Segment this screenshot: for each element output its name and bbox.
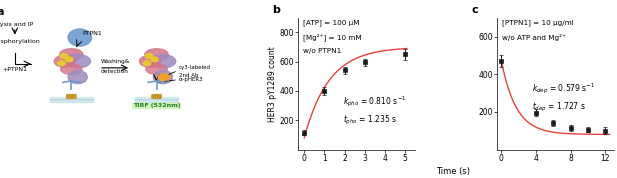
Ellipse shape — [146, 64, 167, 74]
Text: [PTPN1] = 10 μg/ml: [PTPN1] = 10 μg/ml — [502, 19, 573, 26]
Ellipse shape — [68, 70, 87, 84]
Text: TIRF (532nm): TIRF (532nm) — [133, 103, 180, 108]
Ellipse shape — [60, 64, 82, 74]
Text: Time (s): Time (s) — [436, 167, 471, 176]
Ellipse shape — [60, 49, 83, 61]
Text: w/o PTPN1: w/o PTPN1 — [303, 48, 341, 54]
Circle shape — [159, 74, 169, 80]
Text: $k_{dep}$ = 0.579 s$^{-1}$
$t_{dep}$ = 1.727 s: $k_{dep}$ = 0.579 s$^{-1}$ $t_{dep}$ = 1… — [532, 81, 595, 114]
Text: Lysis and IP: Lysis and IP — [0, 22, 33, 27]
Text: [Mg²⁺] = 10 mM: [Mg²⁺] = 10 mM — [303, 34, 362, 41]
Text: Washing&: Washing& — [101, 59, 130, 64]
Circle shape — [65, 57, 73, 62]
Text: PTPN1: PTPN1 — [82, 31, 102, 36]
Text: c: c — [471, 5, 478, 15]
Circle shape — [151, 57, 159, 62]
Y-axis label: HER3 pY1289 count: HER3 pY1289 count — [268, 46, 276, 122]
Circle shape — [60, 54, 68, 58]
Text: w/o ATP and Mg²⁺: w/o ATP and Mg²⁺ — [502, 34, 566, 41]
Circle shape — [143, 61, 151, 66]
Ellipse shape — [54, 55, 75, 67]
Ellipse shape — [145, 49, 168, 61]
FancyBboxPatch shape — [67, 95, 76, 98]
Text: cy3-labeled: cy3-labeled — [179, 65, 211, 70]
Text: +PTPN1: +PTPN1 — [2, 67, 27, 72]
Circle shape — [58, 61, 65, 66]
Text: [ATP] = 100 μM: [ATP] = 100 μM — [303, 19, 359, 26]
Text: b: b — [273, 5, 280, 15]
Circle shape — [145, 54, 153, 58]
Ellipse shape — [139, 55, 161, 67]
Ellipse shape — [150, 55, 176, 68]
Text: α–pHER3: α–pHER3 — [179, 77, 204, 82]
Text: 2nd Ab: 2nd Ab — [179, 73, 199, 78]
Text: detection: detection — [101, 69, 129, 74]
Text: Phosphorylation: Phosphorylation — [0, 39, 40, 44]
Ellipse shape — [65, 55, 91, 68]
Ellipse shape — [154, 70, 173, 84]
Text: $k_{pho}$ = 0.810 s$^{-1}$
$t_{pho}$ = 1.235 s: $k_{pho}$ = 0.810 s$^{-1}$ $t_{pho}$ = 1… — [342, 94, 406, 127]
FancyBboxPatch shape — [152, 95, 161, 98]
Ellipse shape — [68, 29, 91, 46]
Text: a: a — [0, 7, 4, 17]
